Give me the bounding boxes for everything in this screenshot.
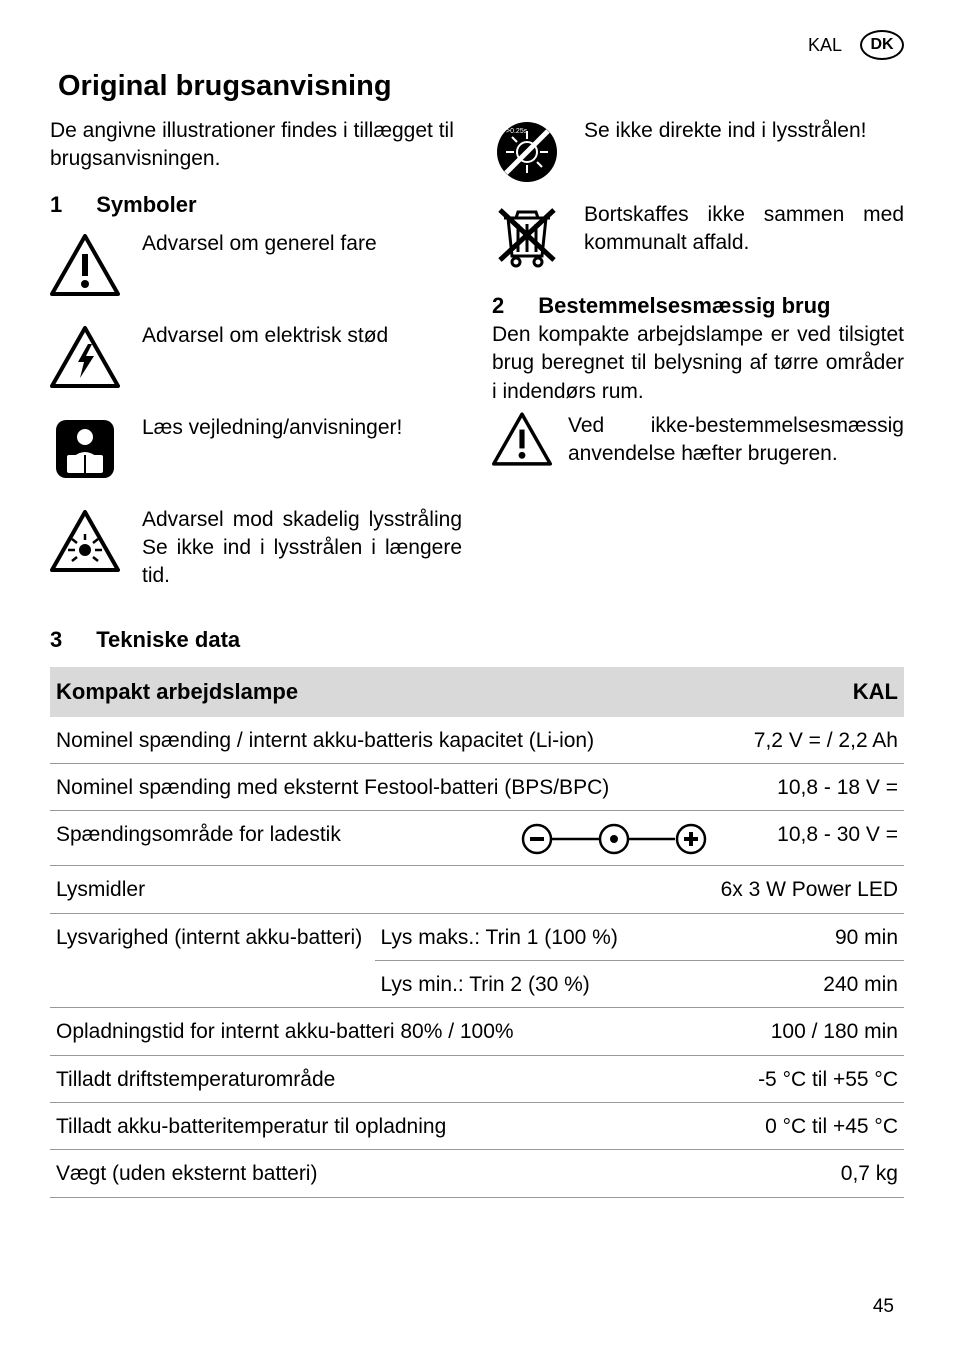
left-column: De angivne illustrationer findes i tillæ… [50, 117, 462, 613]
section-2-body: Den kompakte arbejdslampe er ved tilsigt… [492, 321, 904, 406]
table-value: 90 min [715, 913, 904, 960]
table-label: Nominel spænding med eksternt Festool-ba… [50, 764, 715, 811]
section-number: 3 [50, 627, 62, 653]
table-label: Vægt (uden eksternt batteri) [50, 1150, 715, 1197]
technical-data-table: Kompakt arbejdslampe KAL Nominel spændin… [50, 667, 904, 1198]
table-label: Tilladt driftstemperaturområde [50, 1055, 715, 1102]
dc-connector-icon [519, 821, 709, 857]
section-2-heading: 2 Bestemmelsesmæssig brug [492, 293, 904, 319]
symbol-row-light-radiation: Advarsel mod skadelig lysstråling Se ikk… [50, 506, 462, 591]
table-mid: Lys min.: Trin 2 (30 %) [375, 961, 715, 1008]
no-waste-bin-icon [492, 201, 562, 271]
table-value: 10,8 - 30 V = [715, 811, 904, 866]
table-label: Spændingsområde for ladestik [50, 811, 375, 866]
symbol-text: Se ikke direkte ind i lysstrålen! [584, 117, 866, 145]
table-value: 7,2 V = / 2,2 Ah [715, 717, 904, 764]
warning-triangle-icon [50, 230, 120, 300]
section-1-heading: 1 Symboler [50, 192, 462, 218]
page-number: 45 [873, 1296, 894, 1318]
table-row: Lysmidler 6x 3 W Power LED [50, 866, 904, 913]
table-label: Tilladt akku-batteritemperatur til oplad… [50, 1103, 715, 1150]
table-row: Nominel spænding med eksternt Festool-ba… [50, 764, 904, 811]
section-title: Symboler [96, 192, 196, 218]
page-title: Original brugsanvisning [58, 70, 904, 103]
symbol-text: Bortskaffes ikke sammen med kommunalt af… [584, 201, 904, 258]
symbol-row-no-direct-look: >0.25s Se ikke direkte ind i lysstrålen! [492, 117, 904, 187]
table-value: 0,7 kg [715, 1150, 904, 1197]
light-radiation-icon [50, 506, 120, 576]
symbol-row-no-municipal-waste: Bortskaffes ikke sammen med kommunalt af… [492, 201, 904, 271]
two-column-layout: De angivne illustrationer findes i tillæ… [50, 117, 904, 613]
read-manual-icon [50, 414, 120, 484]
symbol-row-electric: Advarsel om elektrisk stød [50, 322, 462, 392]
section-number: 1 [50, 192, 62, 218]
table-mid: Lys maks.: Trin 1 (100 %) [375, 913, 715, 960]
table-value: -5 °C til +55 °C [715, 1055, 904, 1102]
symbol-text: Advarsel om generel fare [142, 230, 377, 258]
table-row: Tilladt akku-batteritemperatur til oplad… [50, 1103, 904, 1150]
table-header-left: Kompakt arbejdslampe [50, 667, 715, 717]
warning-text: Ved ikke-bestemmelsesmæssig anvendelse h… [568, 412, 904, 469]
electric-shock-icon [50, 322, 120, 392]
symbol-row-warning: Advarsel om generel fare [50, 230, 462, 300]
symbol-row-manual: Læs vejledning/anvisninger! [50, 414, 462, 484]
section-title: Bestemmelsesmæssig brug [538, 293, 830, 319]
table-row: Tilladt driftstemperaturområde -5 °C til… [50, 1055, 904, 1102]
table-value: 240 min [715, 961, 904, 1008]
table-label: Opladningstid for internt akku-batteri 8… [50, 1008, 715, 1055]
page-header: KAL DK [50, 30, 904, 60]
table-value: 0 °C til +45 °C [715, 1103, 904, 1150]
table-header-row: Kompakt arbejdslampe KAL [50, 667, 904, 717]
no-direct-look-icon: >0.25s [492, 117, 562, 187]
table-value: 100 / 180 min [715, 1008, 904, 1055]
svg-text:>0.25s: >0.25s [506, 128, 528, 135]
table-row: Lysvarighed (internt akku-batteri) Lys m… [50, 913, 904, 960]
connector-diagram-cell [375, 811, 715, 866]
symbol-text: Advarsel mod skadelig lysstråling Se ikk… [142, 506, 462, 591]
product-code: KAL [808, 35, 842, 56]
section-3-heading: 3 Tekniske data [50, 627, 904, 653]
table-label: Lysvarighed (internt akku-batteri) [50, 913, 375, 1008]
section-title: Tekniske data [96, 627, 240, 653]
table-row: Vægt (uden eksternt batteri) 0,7 kg [50, 1150, 904, 1197]
table-value: 10,8 - 18 V = [715, 764, 904, 811]
table-value: 6x 3 W Power LED [715, 866, 904, 913]
table-label: Nominel spænding / internt akku-batteris… [50, 717, 715, 764]
table-label: Lysmidler [50, 866, 715, 913]
right-column: >0.25s Se ikke direkte ind i lysstrålen! [492, 117, 904, 613]
section-2-warning-row: Ved ikke-bestemmelsesmæssig anvendelse h… [492, 412, 904, 469]
table-row: Opladningstid for internt akku-batteri 8… [50, 1008, 904, 1055]
table-header-right: KAL [715, 667, 904, 717]
country-badge: DK [860, 30, 904, 60]
symbol-text: Advarsel om elektrisk stød [142, 322, 388, 350]
symbol-text: Læs vejledning/anvisninger! [142, 414, 402, 442]
intro-text: De angivne illustrationer findes i tillæ… [50, 117, 462, 174]
warning-triangle-icon [492, 412, 552, 466]
table-row: Spændingsområde for ladestik 10,8 - 30 V… [50, 811, 904, 866]
section-number: 2 [492, 293, 504, 319]
table-row: Nominel spænding / internt akku-batteris… [50, 717, 904, 764]
